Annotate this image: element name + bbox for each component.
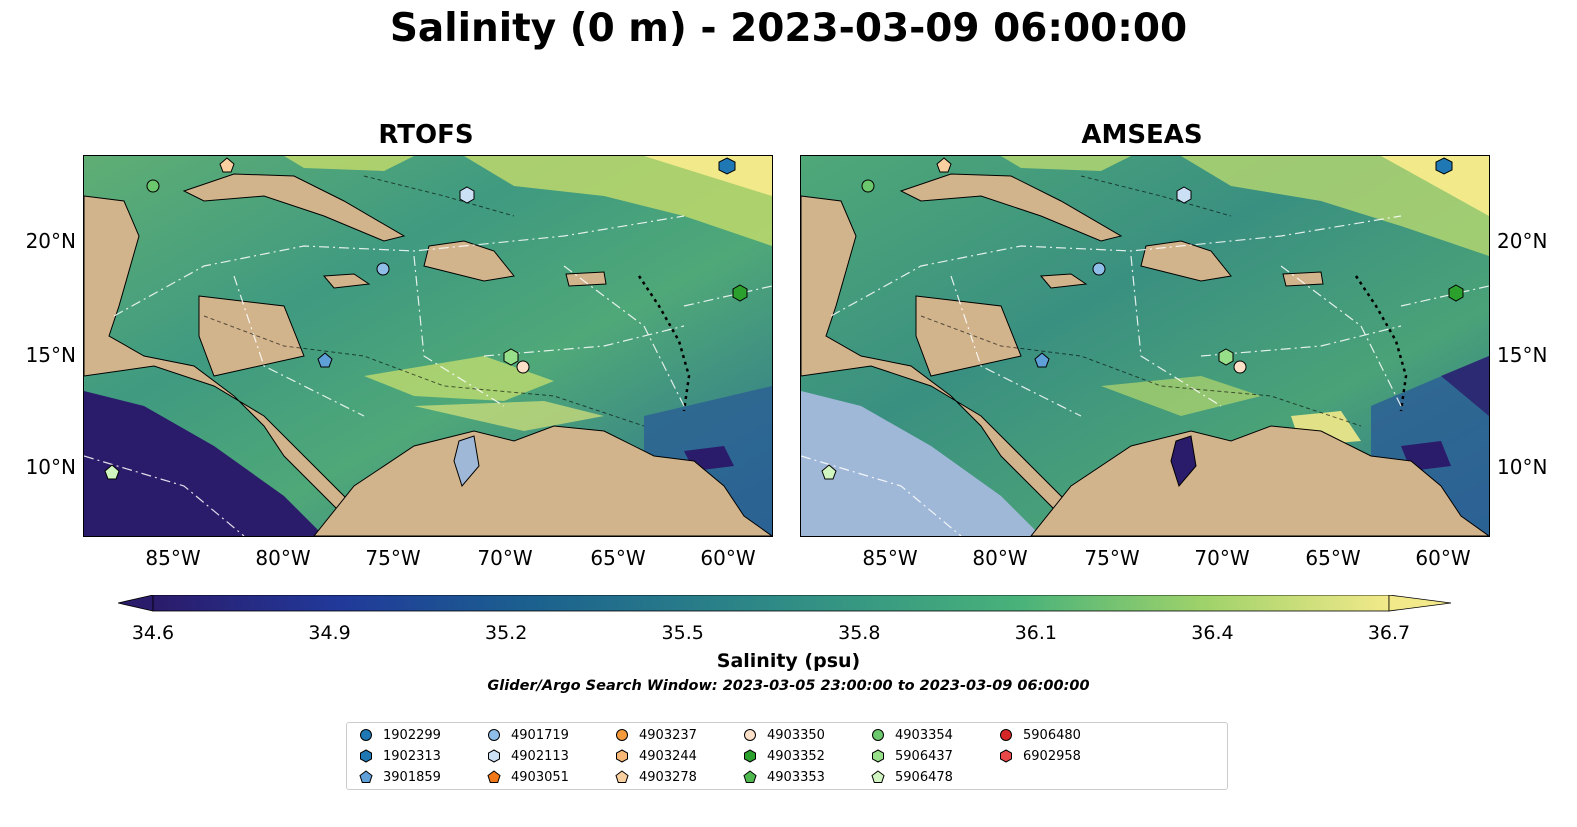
colorbar-tick-label: 35.8	[838, 622, 881, 644]
colorbar-tick-label: 35.2	[484, 622, 528, 644]
legend-label: 3901859	[383, 769, 441, 785]
y-tick-label: 10°N	[1497, 455, 1548, 479]
colorbar-tick-label: 36.1	[1014, 622, 1057, 644]
legend-label: 6902958	[1023, 748, 1081, 764]
x-tick-label: 60°W	[700, 546, 756, 570]
x-tick-label: 80°W	[972, 546, 1028, 570]
legend-label: 5906437	[895, 748, 953, 764]
legend-label: 4903353	[767, 769, 825, 785]
float-markers	[104, 157, 748, 480]
legend-label: 4903237	[639, 727, 697, 743]
legend-item: 4903237	[615, 726, 697, 744]
legend-label: 1902299	[383, 727, 441, 743]
colorbar-tick-label: 36.4	[1191, 622, 1234, 644]
legend-item: 1902313	[359, 747, 441, 765]
legend-item: 4903354	[871, 726, 953, 744]
x-tick-label: 70°W	[477, 546, 533, 570]
legend-label: 4901719	[511, 727, 569, 743]
colorbar-label: Salinity (psu)	[716, 650, 861, 672]
x-tick-label: 80°W	[255, 546, 311, 570]
legend-label: 5906478	[895, 769, 953, 785]
x-tick-label: 70°W	[1194, 546, 1250, 570]
legend-label: 4903350	[767, 727, 825, 743]
y-tick-label: 20°N	[1497, 229, 1548, 253]
x-tick-label: 75°W	[1084, 546, 1140, 570]
search-window-note: Glider/Argo Search Window: 2023-03-05 23…	[487, 678, 1090, 694]
x-tick-label: 65°W	[1305, 546, 1361, 570]
x-tick-label: 65°W	[590, 546, 646, 570]
x-tick-label: 85°W	[145, 546, 201, 570]
legend-item: 3901859	[359, 768, 441, 786]
legend-item: 5906480	[999, 726, 1081, 744]
legend-item: 6902958	[999, 747, 1081, 765]
legend-label: 4902113	[511, 748, 569, 764]
legend-item: 4903353	[743, 768, 825, 786]
panel-title-rtofs: RTOFS	[378, 120, 474, 150]
legend-item: 4903278	[615, 768, 697, 786]
legend-label: 4903354	[895, 727, 953, 743]
main-title: Salinity (0 m) - 2023-03-09 06:00:00	[389, 6, 1188, 51]
legend-item: 4901719	[487, 726, 569, 744]
legend-item: 4903352	[743, 747, 825, 765]
panel-title-amseas: AMSEAS	[1081, 120, 1203, 150]
x-tick-label: 75°W	[365, 546, 421, 570]
legend-item: 4903244	[615, 747, 697, 765]
legend-label: 4903352	[767, 748, 825, 764]
legend: 1902299 1902313 3901859 4901719 4902113 49030…	[346, 722, 1228, 790]
legend-item: 4903350	[743, 726, 825, 744]
colorbar-tick-label: 35.5	[661, 622, 704, 644]
legend-item: 4903051	[487, 768, 569, 786]
colorbar-tick-label: 34.6	[131, 622, 175, 644]
legend-label: 1902313	[383, 748, 441, 764]
y-tick-label: 15°N	[25, 343, 76, 367]
legend-label: 5906480	[1023, 727, 1081, 743]
legend-item: 5906478	[871, 768, 953, 786]
y-tick-label: 15°N	[1497, 343, 1548, 367]
legend-label: 4903051	[511, 769, 569, 785]
map-rtofs	[83, 155, 773, 537]
x-tick-label: 60°W	[1415, 546, 1471, 570]
y-tick-label: 10°N	[25, 455, 76, 479]
legend-item: 5906437	[871, 747, 953, 765]
legend-item: 4902113	[487, 747, 569, 765]
x-tick-label: 85°W	[862, 546, 918, 570]
colorbar	[117, 594, 1453, 621]
float-markers	[821, 157, 1464, 480]
colorbar-tick-label: 34.9	[308, 622, 351, 644]
y-tick-label: 20°N	[25, 229, 76, 253]
legend-label: 4903244	[639, 748, 697, 764]
legend-label: 4903278	[639, 769, 697, 785]
legend-item: 1902299	[359, 726, 441, 744]
colorbar-tick-label: 36.7	[1367, 622, 1411, 644]
map-amseas	[800, 155, 1490, 537]
